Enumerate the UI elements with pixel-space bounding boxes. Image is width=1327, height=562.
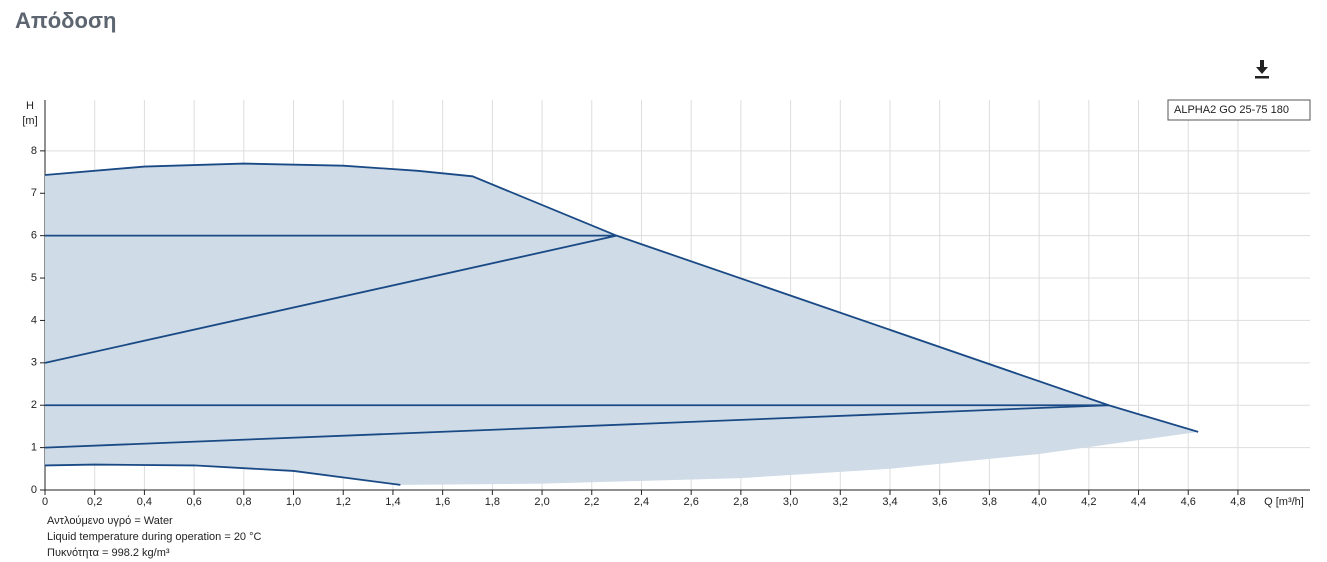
x-tick-label: 0,2: [87, 496, 102, 508]
x-tick-label: 0: [42, 496, 48, 508]
x-tick-label: 1,4: [385, 496, 400, 508]
y-axis-label: H: [26, 100, 34, 112]
x-axis-label: Q [m³/h]: [1264, 496, 1304, 508]
x-tick-label: 3,8: [982, 496, 997, 508]
x-tick-label: 4,6: [1181, 496, 1196, 508]
curve: [44, 404, 1109, 449]
download-icon[interactable]: [1255, 60, 1269, 79]
x-tick-label: 4,4: [1131, 496, 1146, 508]
curve: [44, 463, 401, 486]
y-axis-unit: [m]: [22, 115, 37, 127]
x-tick-label: 3,2: [833, 496, 848, 508]
y-tick-label: 7: [31, 187, 37, 199]
x-tick-label: 2,4: [634, 496, 649, 508]
x-tick-label: 3,0: [783, 496, 798, 508]
y-tick-label: 3: [31, 357, 37, 369]
legend-box: [1167, 99, 1311, 121]
x-tick-label: 1,2: [336, 496, 351, 508]
x-tick-label: 4,2: [1081, 496, 1096, 508]
y-tick-label: 1: [31, 442, 37, 454]
x-tick-label: 2,0: [534, 496, 549, 508]
x-tick-label: 2,2: [584, 496, 599, 508]
x-tick-label: 0,6: [186, 496, 201, 508]
page-title: Απόδοση: [15, 8, 117, 33]
y-tick-label: 4: [31, 314, 37, 326]
legend-label: ALPHA2 GO 25-75 180: [1174, 104, 1289, 116]
y-tick-label: 2: [31, 399, 37, 411]
y-tick-label: 0: [31, 484, 37, 496]
x-tick-label: 0,4: [137, 496, 152, 508]
x-tick-label: 1,8: [485, 496, 500, 508]
x-tick-label: 0,8: [236, 496, 251, 508]
x-tick-label: 1,6: [435, 496, 450, 508]
x-tick-label: 2,8: [733, 496, 748, 508]
x-tick-label: 2,6: [684, 496, 699, 508]
x-tick-label: 4,0: [1031, 496, 1046, 508]
x-tick-label: 4,8: [1230, 496, 1245, 508]
y-tick-label: 6: [31, 230, 37, 242]
x-tick-label: 3,4: [882, 496, 897, 508]
x-tick-label: 3,6: [932, 496, 947, 508]
curve: [44, 234, 617, 364]
y-tick-label: 8: [31, 145, 37, 157]
x-tick-label: 1,0: [286, 496, 301, 508]
y-tick-label: 5: [31, 272, 37, 284]
note: Αντλούμενο υγρό = Water: [47, 515, 173, 527]
curve: [44, 162, 1199, 433]
note: Πυκνότητα = 998.2 kg/m³: [47, 547, 170, 559]
note: Liquid temperature during operation = 20…: [47, 531, 262, 543]
